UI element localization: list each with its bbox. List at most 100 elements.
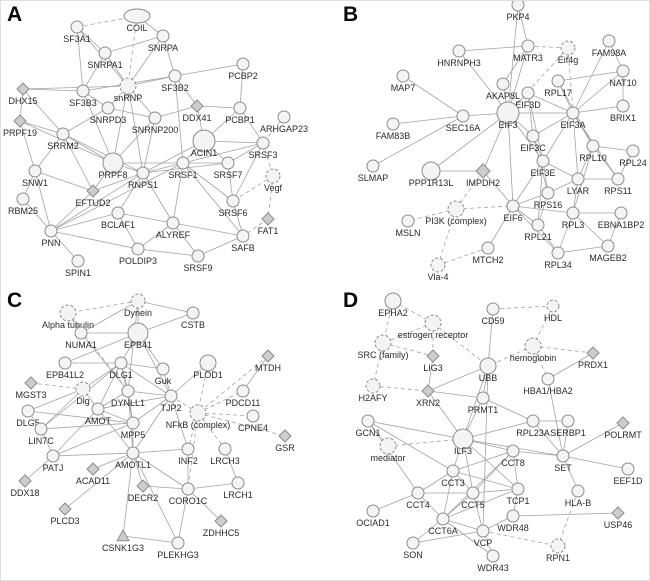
node-shape-ILF3 bbox=[452, 428, 474, 450]
edge-PI3K (complex)--Vla-4 bbox=[437, 208, 457, 266]
node-label-SET: SET bbox=[554, 463, 572, 473]
edge-RBM25--PNN bbox=[22, 198, 52, 232]
edge-HNRNPH3--MATR3 bbox=[458, 45, 529, 52]
node-shape-EPB41 bbox=[127, 322, 149, 344]
edge-EIF3E--EIF6 bbox=[512, 160, 544, 207]
node-label-RNPS1: RNPS1 bbox=[128, 180, 158, 190]
node-label-RPL34: RPL34 bbox=[544, 260, 572, 270]
node-shape-mediator bbox=[379, 437, 397, 455]
edge-NAT10--EIF3A bbox=[572, 70, 624, 114]
node-label-ZDHHC5: ZDHHC5 bbox=[203, 528, 240, 538]
node-shape-UBB bbox=[479, 357, 497, 375]
node-label-LRCH3: LRCH3 bbox=[210, 456, 240, 466]
edge-SNRPA--SF3B2 bbox=[162, 35, 176, 77]
node-shape-AKAP8L bbox=[496, 77, 510, 91]
node-shape-IMPDH2 bbox=[475, 163, 491, 179]
edge-FAM98A--EIF3A bbox=[572, 40, 610, 114]
edge-PCBP2--PCBP1 bbox=[239, 63, 244, 109]
edge-SRSF1--SRSF6 bbox=[182, 162, 234, 202]
node-shape-SET bbox=[556, 449, 570, 463]
node-shape-VCP bbox=[476, 524, 490, 538]
node-label-FAM98A: FAM98A bbox=[592, 48, 627, 58]
edge-CORO1C--DECR2 bbox=[142, 485, 189, 490]
node-label-EIF3: EIF3 bbox=[498, 120, 517, 130]
node-label-FAM83B: FAM83B bbox=[376, 131, 411, 141]
node-shape-CSNK1G3 bbox=[116, 528, 130, 542]
node-label-AMOTL1: AMOTL1 bbox=[115, 460, 151, 470]
node-label-EIF3A: EIF3A bbox=[560, 120, 585, 130]
node-label-SRSF3: SRSF3 bbox=[248, 150, 277, 160]
node-label-EBNA1BP2: EBNA1BP2 bbox=[598, 220, 645, 230]
node-shape-SRC (family) bbox=[374, 334, 392, 352]
node-label-DYNLL1: DYNLL1 bbox=[111, 398, 145, 408]
node-label-PRPF8: PRPF8 bbox=[98, 170, 127, 180]
edge-SAFB--SRSF9 bbox=[197, 235, 244, 257]
node-label-CCT3: CCT3 bbox=[441, 478, 465, 488]
node-label-H2AFY: H2AFY bbox=[358, 393, 387, 403]
node-label-VCP: VCP bbox=[474, 538, 493, 548]
node-shape-EIF6 bbox=[506, 199, 520, 213]
node-label-GSR: GSR bbox=[275, 443, 295, 453]
edge-SRRM2--RNPS1 bbox=[62, 133, 144, 174]
node-shape-LIG3 bbox=[426, 349, 440, 363]
edge-CSNK1G3--PLEKHG3 bbox=[122, 535, 179, 544]
edge-TJP2--AMOTL1 bbox=[132, 395, 172, 454]
node-label-RPN1: RPN1 bbox=[546, 553, 570, 563]
node-shape-SRSF6 bbox=[226, 194, 240, 208]
edge-MPP5--PATJ bbox=[52, 422, 134, 457]
edge-EIF3D--EIF3E bbox=[527, 92, 544, 162]
node-label-HDL: HDL bbox=[544, 313, 562, 323]
edge-SRSF1--PNN bbox=[50, 162, 184, 232]
node-label-EEF1D: EEF1D bbox=[613, 476, 643, 486]
node-label-SON: SON bbox=[403, 550, 423, 560]
edge-VCP--SON bbox=[412, 530, 484, 544]
edge-SRRM2--SNW1 bbox=[34, 133, 64, 172]
node-label-SNRPA1: SNRPA1 bbox=[87, 60, 122, 70]
node-shape-SF3B3 bbox=[76, 84, 90, 98]
node-shape-FAM98A bbox=[602, 34, 616, 48]
node-shape-PRMT1 bbox=[476, 391, 490, 405]
node-shape-Alpha tubulin bbox=[59, 304, 77, 322]
node-shape-LYAR bbox=[571, 172, 585, 186]
node-label-RPL24: RPL24 bbox=[619, 158, 647, 168]
edge-CCT5--TCP1 bbox=[472, 488, 519, 494]
node-shape-SRSF7 bbox=[221, 156, 235, 170]
panel-label-c: C bbox=[7, 289, 23, 312]
node-shape-NFkB (complex) bbox=[189, 404, 207, 422]
edge-SNRPA--snRNP bbox=[127, 35, 164, 87]
node-label-LRCH1: LRCH1 bbox=[223, 490, 253, 500]
node-shape-DDX41 bbox=[190, 99, 204, 113]
node-shape-LRCH3 bbox=[218, 442, 232, 456]
edge-SEC16A--SLMAP bbox=[372, 115, 464, 167]
node-label-SF3B3: SF3B3 bbox=[69, 98, 97, 108]
node-shape-RPL21 bbox=[531, 218, 545, 232]
node-shape-RPS11 bbox=[611, 172, 625, 186]
node-shape-ZDHHC5 bbox=[214, 514, 228, 528]
node-label-mediator: mediator bbox=[370, 453, 405, 463]
edge-TJP2--INF2 bbox=[170, 395, 189, 450]
edge-CORO1C--PLEKHG3 bbox=[177, 488, 189, 544]
edge-PI3K (complex)--EIF6 bbox=[455, 205, 514, 210]
edge-PCBP2--SF3B2 bbox=[174, 63, 244, 77]
node-label-Guk: Guk bbox=[155, 376, 172, 386]
edge-UBB--XRN2 bbox=[427, 365, 489, 392]
edge-SRSF1--ALYREF bbox=[172, 162, 184, 224]
node-shape-CCT3 bbox=[446, 464, 460, 478]
edge-MATR3--EIF3 bbox=[507, 45, 529, 114]
node-shape-MAGEB2 bbox=[601, 239, 615, 253]
edge-CCT8--SET bbox=[512, 450, 564, 457]
edge-SNRNP200--RNPS1 bbox=[142, 117, 156, 174]
edge-BCLAF1--POLDIP3 bbox=[117, 212, 139, 250]
node-label-Alpha tubulin: Alpha tubulin bbox=[42, 320, 94, 330]
node-shape-SNW1 bbox=[28, 164, 42, 178]
node-label-SF3A1: SF3A1 bbox=[63, 34, 91, 44]
node-shape-SAFB bbox=[236, 229, 250, 243]
edge-ALYREF--SRSF9 bbox=[172, 222, 199, 257]
node-label-EFTUD2: EFTUD2 bbox=[75, 198, 110, 208]
node-shape-INF2 bbox=[181, 442, 195, 456]
edge-estrogen receptor--UBB bbox=[432, 322, 489, 367]
node-shape-POLRMT bbox=[616, 416, 630, 430]
edge-BCLAF1--ALYREF bbox=[117, 212, 174, 224]
edge-CCT8--CCT6A bbox=[442, 450, 514, 520]
